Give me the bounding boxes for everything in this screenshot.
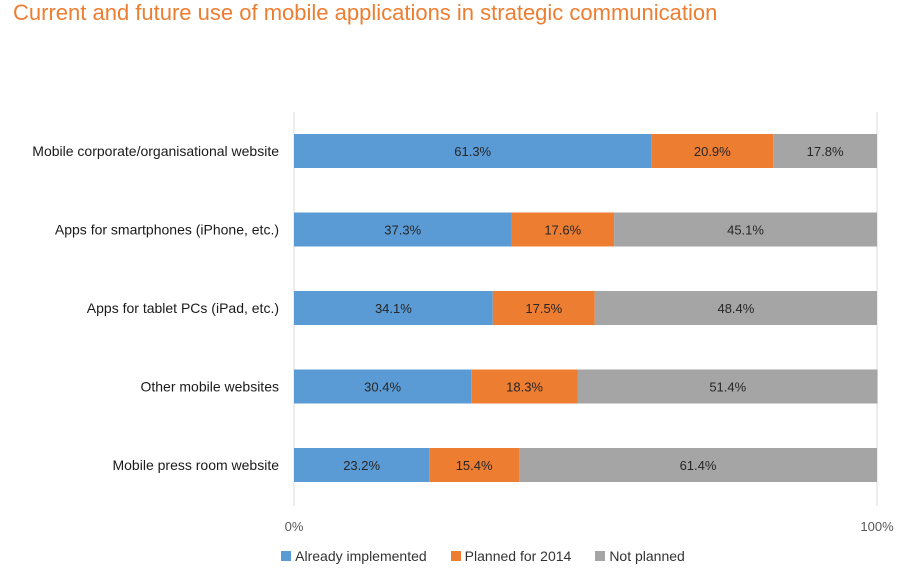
data-label: 17.6%	[544, 223, 581, 238]
x-tick-label: 0%	[285, 519, 304, 534]
bar-segment	[429, 448, 520, 482]
data-label: 20.9%	[694, 144, 731, 159]
data-label: 17.8%	[807, 144, 844, 159]
category-label: Apps for tablet PCs (iPad, etc.)	[87, 300, 279, 316]
bar-segment	[294, 448, 430, 482]
data-label: 48.4%	[717, 301, 754, 316]
data-label: 15.4%	[456, 458, 493, 473]
legend-item: Planned for 2014	[450, 548, 572, 564]
x-tick-label: 100%	[860, 519, 894, 534]
data-label: 30.4%	[364, 380, 401, 395]
category-label: Apps for smartphones (iPhone, etc.)	[55, 222, 279, 238]
bar-segment	[577, 369, 878, 404]
category-label: Mobile corporate/organisational website	[32, 143, 279, 159]
legend-swatch	[450, 551, 461, 561]
data-label: 61.3%	[454, 144, 491, 159]
bar-segment	[294, 369, 472, 404]
legend-item: Not planned	[595, 548, 685, 564]
bar-segment	[594, 291, 877, 325]
data-label: 45.1%	[727, 223, 764, 238]
legend-swatch	[281, 551, 292, 561]
bar-segment	[614, 212, 877, 247]
legend-swatch	[595, 551, 606, 561]
bar-segment	[511, 212, 615, 247]
data-label: 61.4%	[680, 458, 717, 473]
data-label: 23.2%	[343, 458, 380, 473]
data-label: 34.1%	[375, 301, 412, 316]
data-label: 51.4%	[709, 380, 746, 395]
legend-item: Already implemented	[281, 548, 427, 564]
chart-title: Current and future use of mobile applica…	[13, 0, 718, 25]
bar-segment	[651, 134, 774, 168]
category-label: Other mobile websites	[140, 379, 279, 395]
data-label: 17.5%	[525, 301, 562, 316]
chart-legend: Already implemented Planned for 2014 Not p…	[0, 548, 906, 564]
data-label: 18.3%	[506, 380, 543, 395]
bar-segment	[492, 291, 595, 325]
stacked-bar-chart: Mobile corporate/organisational website 6…	[32, 112, 894, 534]
data-label: 37.3%	[384, 223, 421, 238]
bar-segment	[294, 134, 652, 168]
legend-label: Already implemented	[295, 548, 427, 564]
bar-segment	[294, 212, 512, 247]
bar-segment	[294, 291, 493, 325]
bar-segment	[519, 448, 877, 482]
bar-segment	[471, 369, 578, 404]
bar-segment	[773, 134, 877, 168]
legend-label: Planned for 2014	[464, 548, 572, 564]
legend-label: Not planned	[609, 548, 685, 564]
category-label: Mobile press room website	[112, 457, 279, 473]
